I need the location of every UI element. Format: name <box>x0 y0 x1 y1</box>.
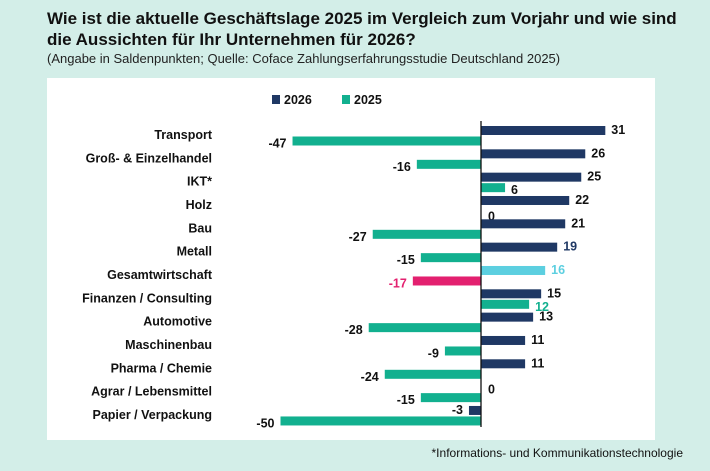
legend-swatch-2026 <box>272 95 280 104</box>
legend-label-2025: 2025 <box>354 93 382 107</box>
category-label: Holz <box>186 198 212 212</box>
bar-2025 <box>384 369 481 379</box>
data-label-2025: -27 <box>349 230 367 244</box>
data-label-2026: 0 <box>488 383 495 397</box>
category-label: Pharma / Chemie <box>111 361 212 375</box>
bar-2025 <box>412 276 481 286</box>
bar-2026 <box>468 405 481 415</box>
bar-2025 <box>416 159 481 169</box>
category-label: Automotive <box>143 315 212 329</box>
bar-2026 <box>481 172 582 182</box>
data-label-2026: 15 <box>547 286 561 300</box>
category-label: Metall <box>177 245 212 259</box>
category-label: Gesamtwirtschaft <box>107 268 213 282</box>
data-label-2026: 25 <box>587 170 601 184</box>
bar-2026 <box>481 335 526 345</box>
bar-2026 <box>481 126 606 135</box>
bar-2026 <box>481 219 566 229</box>
data-label-2025: -47 <box>268 137 286 151</box>
category-label: Bau <box>188 221 212 235</box>
bar-2025 <box>420 253 481 263</box>
data-label-2025: -16 <box>393 160 411 174</box>
chart-subtitle: (Angabe in Saldenpunkten; Quelle: Coface… <box>47 51 561 66</box>
data-label-2025: -28 <box>345 323 363 337</box>
data-label-2025: -9 <box>428 346 439 360</box>
bar-2025 <box>372 229 481 239</box>
bar-2026 <box>481 149 586 159</box>
data-label-2025: -15 <box>397 393 415 407</box>
bar-2025 <box>292 136 481 146</box>
category-label: Papier / Verpackung <box>93 408 213 422</box>
category-label: IKT* <box>187 175 212 189</box>
category-label: Groß- & Einzelhandel <box>86 151 212 165</box>
bar-2025 <box>368 323 481 333</box>
data-label-2026: 19 <box>563 240 577 254</box>
data-label-2026: 11 <box>531 333 544 347</box>
data-label-2025: -15 <box>397 253 415 267</box>
data-label-2026: 13 <box>539 310 553 324</box>
data-label-2025: 12 <box>535 300 549 314</box>
bar-2026 <box>481 312 534 322</box>
data-label-2026: 22 <box>575 193 589 207</box>
data-label-2025: -50 <box>256 416 274 430</box>
bar-2026 <box>481 359 526 369</box>
legend-swatch-2025 <box>342 95 350 104</box>
data-label-2026: -3 <box>452 403 463 417</box>
chart-title: Wie ist die aktuelle Geschäftslage 2025 … <box>47 9 677 49</box>
bar-2025 <box>444 346 481 356</box>
bar-2025 <box>420 393 481 403</box>
category-label: Transport <box>154 128 212 142</box>
data-label-2026: 16 <box>551 263 565 277</box>
bar-2026 <box>481 242 558 252</box>
data-label-2025: -24 <box>361 370 379 384</box>
footnote: *Informations- und Kommunikationstechnol… <box>431 446 683 460</box>
bar-2025 <box>481 183 506 193</box>
data-label-2025: 0 <box>488 209 495 223</box>
data-label-2026: 26 <box>591 146 605 160</box>
data-label-2025: 6 <box>511 183 518 197</box>
bar-2026 <box>481 289 542 299</box>
data-label-2026: 31 <box>611 123 625 137</box>
legend-label-2026: 2026 <box>284 93 312 107</box>
category-label: Finanzen / Consulting <box>82 291 212 305</box>
data-label-2025: -17 <box>389 276 407 290</box>
category-label: Maschinenbau <box>125 338 212 352</box>
category-label: Agrar / Lebensmittel <box>91 385 212 399</box>
bar-2025 <box>280 416 481 426</box>
data-label-2026: 11 <box>531 356 544 370</box>
bar-2026 <box>481 265 546 275</box>
data-label-2026: 21 <box>571 216 585 230</box>
bar-2026 <box>481 195 570 205</box>
bar-2025 <box>481 299 530 309</box>
